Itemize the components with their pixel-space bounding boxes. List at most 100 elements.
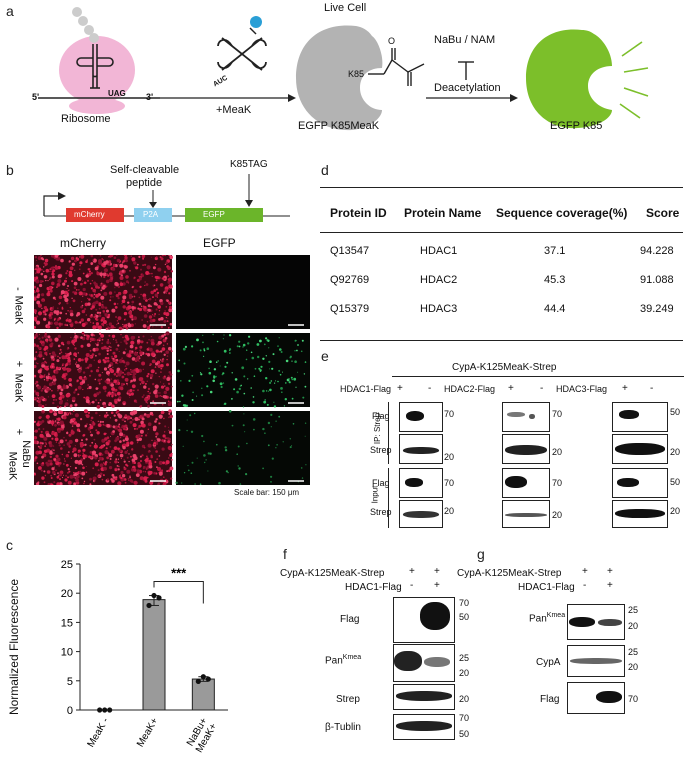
cell-speck [216,340,219,343]
cell-speck [123,339,128,343]
cell-speck [98,373,102,377]
cell-speck [163,390,167,395]
cell-speck [292,423,295,425]
cell-speck [263,400,267,404]
cell-speck [138,296,141,299]
cell-speck [66,431,69,435]
cell-speck [96,343,99,347]
cell-speck [131,418,134,421]
cell-speck [50,442,53,444]
cell-speck [116,454,119,457]
cell-speck [95,314,99,318]
mw-marker: 20 [670,447,681,457]
column-header-egfp: EGFP [203,236,236,250]
cell-speck [89,321,92,323]
cell-speck [122,439,126,442]
cell-speck [89,375,91,377]
cell-speck [153,314,156,317]
cell-speck [108,364,112,368]
cell-speck [143,413,147,416]
cell-speck [75,363,77,365]
cell-speck [123,460,126,463]
cell-speck [132,454,137,458]
cell-speck [103,268,108,273]
cell-speck [34,440,38,445]
cell-speck [199,349,202,352]
y-axis-label: Normalized Fluorescence [7,578,22,716]
cell-speck [50,345,53,348]
cell-speck [276,444,278,446]
cell-speck [81,378,83,380]
data-point [102,707,108,713]
cell-speck [151,275,153,278]
mw-marker: 50 [459,729,470,739]
cell-speck [67,310,69,312]
cell-speck [96,392,100,396]
cell-speck [101,453,104,456]
cell-speck [123,318,126,321]
cell-speck [143,385,147,389]
cell-speck [59,391,63,396]
cell-speck [99,472,103,476]
x-tick-label: NaBu+MeaK+ [184,716,219,755]
cell-speck [102,262,104,264]
cell-speck [146,326,151,330]
cell-speck [137,389,139,392]
gene-box-p2a [134,208,172,222]
blot-hdac3-ip-flag [612,402,668,432]
cell-speck [129,475,131,477]
cell-speck [139,308,142,310]
cell-speck [120,341,122,343]
cell-speck [143,394,145,396]
blot-g-flag [567,682,625,714]
cell-speck [81,477,84,480]
cell-speck [168,277,172,282]
cell-speck [67,318,69,320]
cell-speck [167,278,169,280]
cell-speck [58,255,60,256]
cell-speck [93,444,98,449]
cell-speck [44,400,46,402]
cell-speck [128,453,130,455]
cell-speck [43,347,47,351]
cell-speck [127,305,132,310]
cell-speck [168,255,170,257]
cell-speck [132,378,137,382]
cell-speck [52,266,54,268]
cell-speck [34,355,36,357]
cell-speck [110,325,115,329]
cell-speck [186,429,188,432]
cell-speck [79,264,81,267]
cell-speck [53,412,58,416]
cell-speck [70,466,72,467]
cell-speck [108,453,113,458]
cell-speck [110,355,113,358]
cell-speck [116,382,119,384]
cell-speck [53,481,56,484]
cell-speck [130,340,135,345]
cell-speck [256,343,260,346]
cell-speck [123,425,126,428]
cell-speck [34,297,37,301]
cell-speck [74,334,78,339]
mw-marker: 70 [444,478,455,488]
cell-speck [153,302,157,306]
cell-speck [39,421,43,425]
cell-speck [37,256,42,261]
cell-speck [51,375,56,380]
cell-speck [163,476,165,478]
cell-speck [80,336,83,339]
cell-speck [95,347,99,352]
cell-speck [68,378,72,382]
cell-speck [97,469,100,472]
cell-speck [139,345,143,349]
cell-speck [155,372,157,374]
cell-speck [156,458,159,460]
cell-speck [155,275,159,280]
cell-speck [61,364,64,367]
cell-speck [37,427,41,431]
cell-speck [121,359,125,363]
cell-speck [80,282,83,286]
panel-f-plus: + [434,566,440,577]
meak-label: +MeaK [216,104,252,116]
